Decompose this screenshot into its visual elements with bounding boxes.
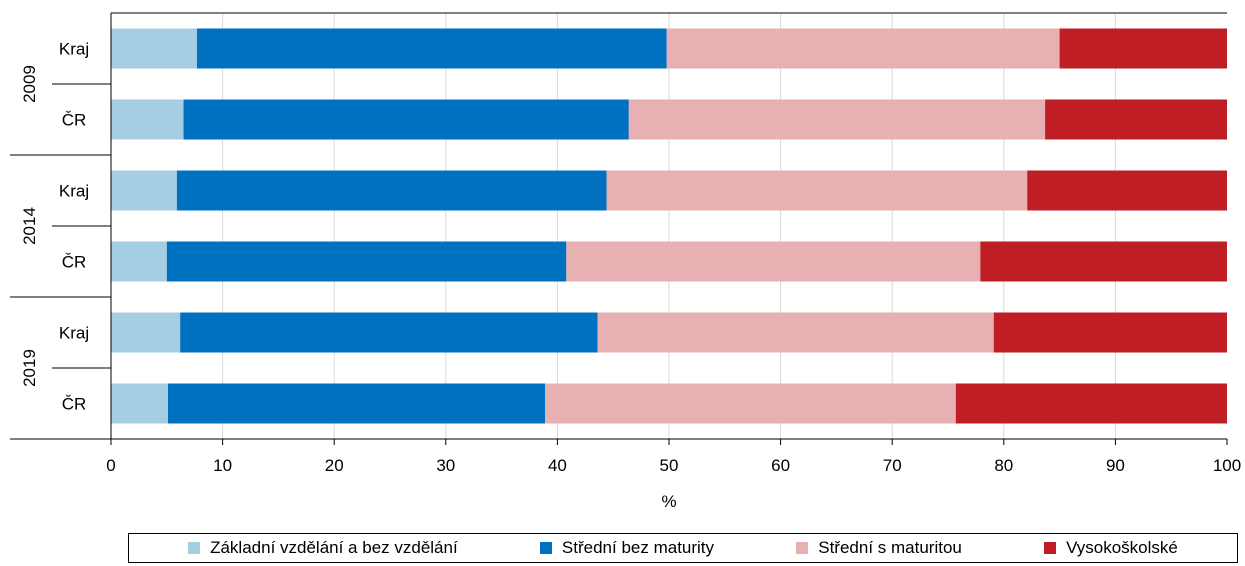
legend-item-vysokoskolske: Vysokoškolské xyxy=(1044,538,1178,558)
row-label: ČR xyxy=(62,395,87,414)
x-tick-label: 90 xyxy=(1106,456,1125,475)
legend-swatch xyxy=(796,542,809,554)
row-label: Kraj xyxy=(59,40,89,59)
bar-segment xyxy=(111,312,181,353)
legend-item-stredni-bez-maturity: Střední bez maturity xyxy=(539,538,715,558)
bar-segment xyxy=(111,28,197,69)
bar-segment xyxy=(111,99,184,140)
bar-segment xyxy=(1027,170,1227,211)
bar-segment xyxy=(111,170,177,211)
legend-label: Základní vzdělání a bez vzdělání xyxy=(210,538,458,557)
legend: Základní vzdělání a bez vzdělání Střední… xyxy=(128,533,1238,563)
group-label: 2014 xyxy=(20,207,39,245)
bars xyxy=(111,28,1227,424)
bar-segment xyxy=(545,383,956,424)
legend-item-stredni-s-maturitou: Střední s maturitou xyxy=(796,538,962,558)
bar-segment xyxy=(196,28,667,69)
bar-segment xyxy=(1059,28,1227,69)
bar-segment xyxy=(166,241,567,282)
bar-segment xyxy=(597,312,994,353)
x-tick-label: 70 xyxy=(883,456,902,475)
bar-segment xyxy=(111,383,168,424)
legend-swatch xyxy=(188,542,201,554)
x-tick-label: 100 xyxy=(1213,456,1241,475)
axes: 0 10 20 30 40 50 60 70 80 90 100 Kraj ČR 2009 Kraj ČR 20… xyxy=(10,12,1241,475)
x-tick-label: 0 xyxy=(106,456,115,475)
x-tick-label: 20 xyxy=(325,456,344,475)
bar-segment xyxy=(628,99,1046,140)
bar-segment xyxy=(167,383,546,424)
bar-segment xyxy=(180,312,598,353)
group-label: 2009 xyxy=(20,65,39,103)
gridlines xyxy=(222,13,1116,439)
row-label: ČR xyxy=(62,111,87,130)
x-axis-title: % xyxy=(661,492,676,511)
x-tick-label: 60 xyxy=(771,456,790,475)
bar-segment xyxy=(176,170,607,211)
x-tick-label: 30 xyxy=(436,456,455,475)
bar-segment xyxy=(955,383,1227,424)
x-tick-label: 40 xyxy=(548,456,567,475)
legend-item-zakladni: Základní vzdělání a bez vzdělání xyxy=(188,538,458,558)
bar-segment xyxy=(183,99,629,140)
legend-swatch xyxy=(539,542,552,554)
row-label: Kraj xyxy=(59,182,89,201)
legend-label: Střední bez maturity xyxy=(561,538,715,557)
bar-segment xyxy=(980,241,1227,282)
legend-swatch xyxy=(1044,542,1057,554)
row-label: Kraj xyxy=(59,324,89,343)
bar-segment xyxy=(666,28,1060,69)
bar-segment xyxy=(111,241,167,282)
bar-segment xyxy=(606,170,1028,211)
legend-label: Vysokoškolské xyxy=(1066,538,1178,557)
bar-segment xyxy=(566,241,981,282)
group-label: 2019 xyxy=(20,349,39,387)
row-label: ČR xyxy=(62,253,87,272)
x-tick-label: 80 xyxy=(994,456,1013,475)
bar-segment xyxy=(1045,99,1227,140)
x-tick-label: 10 xyxy=(213,456,232,475)
x-tick-label: 50 xyxy=(660,456,679,475)
legend-label: Střední s maturitou xyxy=(818,538,962,557)
bar-segment xyxy=(993,312,1227,353)
